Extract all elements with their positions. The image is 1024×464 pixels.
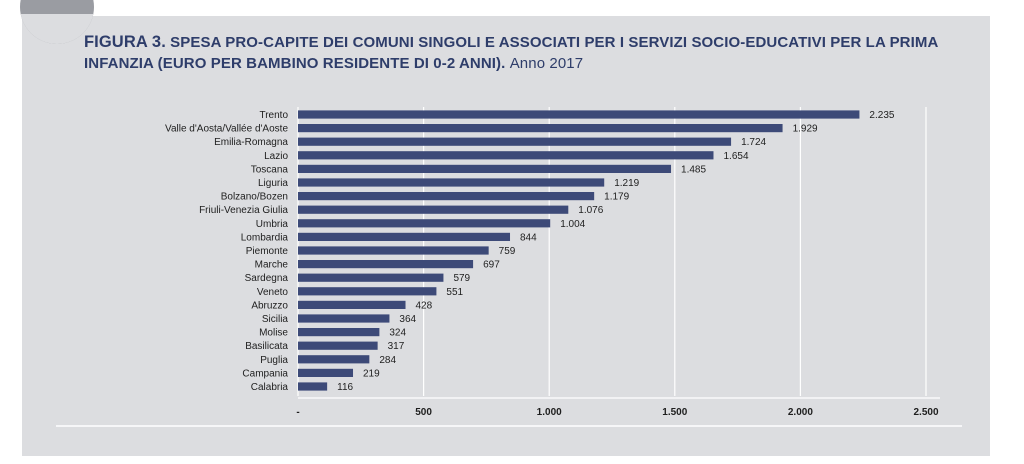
category-label-7: Friuli-Venezia Giulia: [199, 205, 288, 216]
value-label-2: 1.724: [741, 137, 766, 148]
figure-title-text: SPESA PRO-CAPITE DEI COMUNI SINGOLI E AS…: [84, 34, 938, 72]
category-label-1: Valle d'Aosta/Vallée d'Aoste: [165, 124, 288, 135]
bar-4: [298, 164, 672, 173]
bar-6: [298, 192, 595, 201]
x-tick-label-2: 1.000: [537, 407, 562, 418]
figure-label: FIGURA 3.: [84, 33, 166, 51]
value-label-7: 1.076: [578, 205, 603, 216]
value-label-6: 1.179: [604, 192, 629, 203]
category-label-9: Lombardia: [241, 232, 289, 243]
figure-year: Anno 2017: [509, 55, 584, 72]
value-label-9: 844: [520, 232, 537, 243]
category-label-5: Liguria: [258, 178, 288, 189]
value-label-17: 317: [388, 341, 405, 352]
bar-14: [298, 300, 406, 309]
category-label-0: Trento: [259, 110, 288, 121]
bar-2: [298, 137, 732, 146]
category-label-4: Toscana: [251, 164, 289, 175]
bar-1: [298, 124, 783, 133]
value-label-11: 697: [483, 260, 500, 271]
category-label-13: Veneto: [257, 287, 289, 298]
bar-7: [298, 205, 569, 214]
decorative-pie-icon: [20, 0, 94, 44]
value-label-5: 1.219: [614, 178, 639, 189]
bar-16: [298, 328, 380, 337]
bar-8: [298, 219, 551, 228]
category-label-11: Marche: [255, 260, 289, 271]
category-label-20: Calabria: [251, 382, 289, 393]
bar-17: [298, 341, 378, 350]
category-label-19: Campania: [242, 368, 288, 379]
bar-5: [298, 178, 605, 187]
value-label-8: 1.004: [560, 219, 585, 230]
category-label-14: Abruzzo: [251, 300, 288, 311]
category-label-12: Sardegna: [245, 273, 289, 284]
value-label-0: 2.235: [869, 110, 894, 121]
value-label-1: 1.929: [793, 124, 818, 135]
value-label-15: 364: [399, 314, 416, 325]
x-tick-label-0: -: [296, 407, 299, 418]
x-tick-label-4: 2.000: [788, 407, 813, 418]
x-tick-label-3: 1.500: [662, 407, 687, 418]
x-tick-label-1: 500: [415, 407, 432, 418]
category-label-10: Piemonte: [246, 246, 289, 257]
x-axis-ticks: - 500 1.000 1.500 2.000 2.500: [296, 407, 939, 418]
bar-19: [298, 368, 354, 377]
category-label-2: Emilia-Romagna: [214, 137, 288, 148]
figure-title: FIGURA 3. SPESA PRO-CAPITE DEI COMUNI SI…: [84, 32, 964, 74]
bar-15: [298, 314, 390, 323]
bar-12: [298, 273, 444, 282]
value-label-4: 1.485: [681, 164, 706, 175]
category-label-3: Lazio: [264, 151, 288, 162]
value-label-10: 759: [499, 246, 516, 257]
value-label-19: 219: [363, 368, 380, 379]
x-tick-label-5: 2.500: [913, 407, 938, 418]
bar-9: [298, 232, 511, 241]
value-label-3: 1.654: [723, 151, 748, 162]
value-label-16: 324: [389, 328, 406, 339]
category-labels: Trento Valle d'Aosta/Vallée d'Aoste Emilia…: [165, 110, 288, 393]
category-label-8: Umbria: [256, 219, 289, 230]
category-label-16: Molise: [259, 328, 288, 339]
bar-0: [298, 110, 860, 119]
bar-10: [298, 246, 489, 255]
value-label-18: 284: [379, 355, 396, 366]
bar-3: [298, 151, 714, 160]
category-label-17: Basilicata: [245, 341, 288, 352]
value-label-13: 551: [446, 287, 463, 298]
value-label-12: 579: [453, 273, 470, 284]
value-label-14: 428: [416, 300, 433, 311]
bar-13: [298, 287, 437, 296]
category-label-6: Bolzano/Bozen: [221, 192, 288, 203]
category-label-15: Sicilia: [262, 314, 289, 325]
bar-layer: [298, 110, 860, 391]
category-label-18: Puglia: [260, 355, 288, 366]
value-label-20: 116: [337, 382, 353, 393]
bar-11: [298, 260, 474, 269]
bar-20: [298, 382, 328, 391]
value-labels: 2.235 1.929 1.724 1.654 1.485 1.219 1.1791.076…: [337, 110, 895, 393]
bar-18: [298, 355, 370, 364]
